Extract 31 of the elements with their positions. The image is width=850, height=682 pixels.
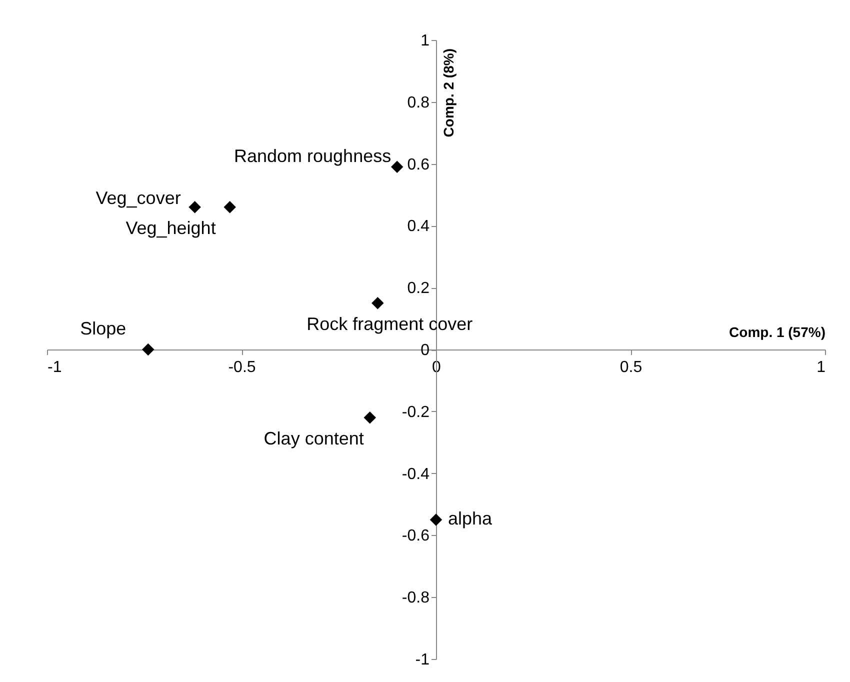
y-tick-label: -0.4 bbox=[402, 466, 430, 483]
x-tick-label: -1 bbox=[48, 359, 62, 376]
annotation: Rock fragment cover bbox=[306, 314, 473, 334]
annotation: Veg_height bbox=[126, 218, 216, 238]
annotation: Random roughness bbox=[234, 146, 392, 166]
y-tick-label: -0.6 bbox=[402, 528, 430, 545]
point bbox=[390, 160, 404, 174]
y-tick-label: 0.8 bbox=[407, 94, 430, 112]
point bbox=[142, 343, 154, 356]
y-tick-label: -1 bbox=[415, 652, 430, 668]
annotation: alpha bbox=[448, 508, 494, 529]
y-tick-label: 0.4 bbox=[407, 218, 430, 236]
x-tick-label: 1 bbox=[816, 359, 826, 376]
point bbox=[224, 201, 236, 214]
point bbox=[372, 296, 384, 310]
y-tick-label: -0.8 bbox=[402, 590, 430, 607]
x-tick-label: 0.5 bbox=[620, 359, 642, 376]
point bbox=[430, 514, 442, 526]
y-tick-label: -0.2 bbox=[402, 404, 430, 421]
y-tick-label: 0.2 bbox=[407, 280, 430, 298]
x-axis-title: Comp. 1 (57%) bbox=[729, 324, 826, 340]
y-tick-label: 1 bbox=[420, 32, 430, 50]
point bbox=[364, 411, 376, 424]
annotation: Slope bbox=[80, 318, 126, 338]
y-axis-title: Comp. 2 (8%) bbox=[440, 48, 456, 138]
annotation: Clay content bbox=[264, 428, 364, 449]
y-tick-label: 0 bbox=[420, 342, 430, 359]
x-tick-label: -0.5 bbox=[228, 359, 256, 376]
y-tick-label: 0.6 bbox=[407, 156, 430, 174]
point bbox=[188, 201, 201, 214]
annotation: Veg_cover bbox=[96, 188, 181, 208]
